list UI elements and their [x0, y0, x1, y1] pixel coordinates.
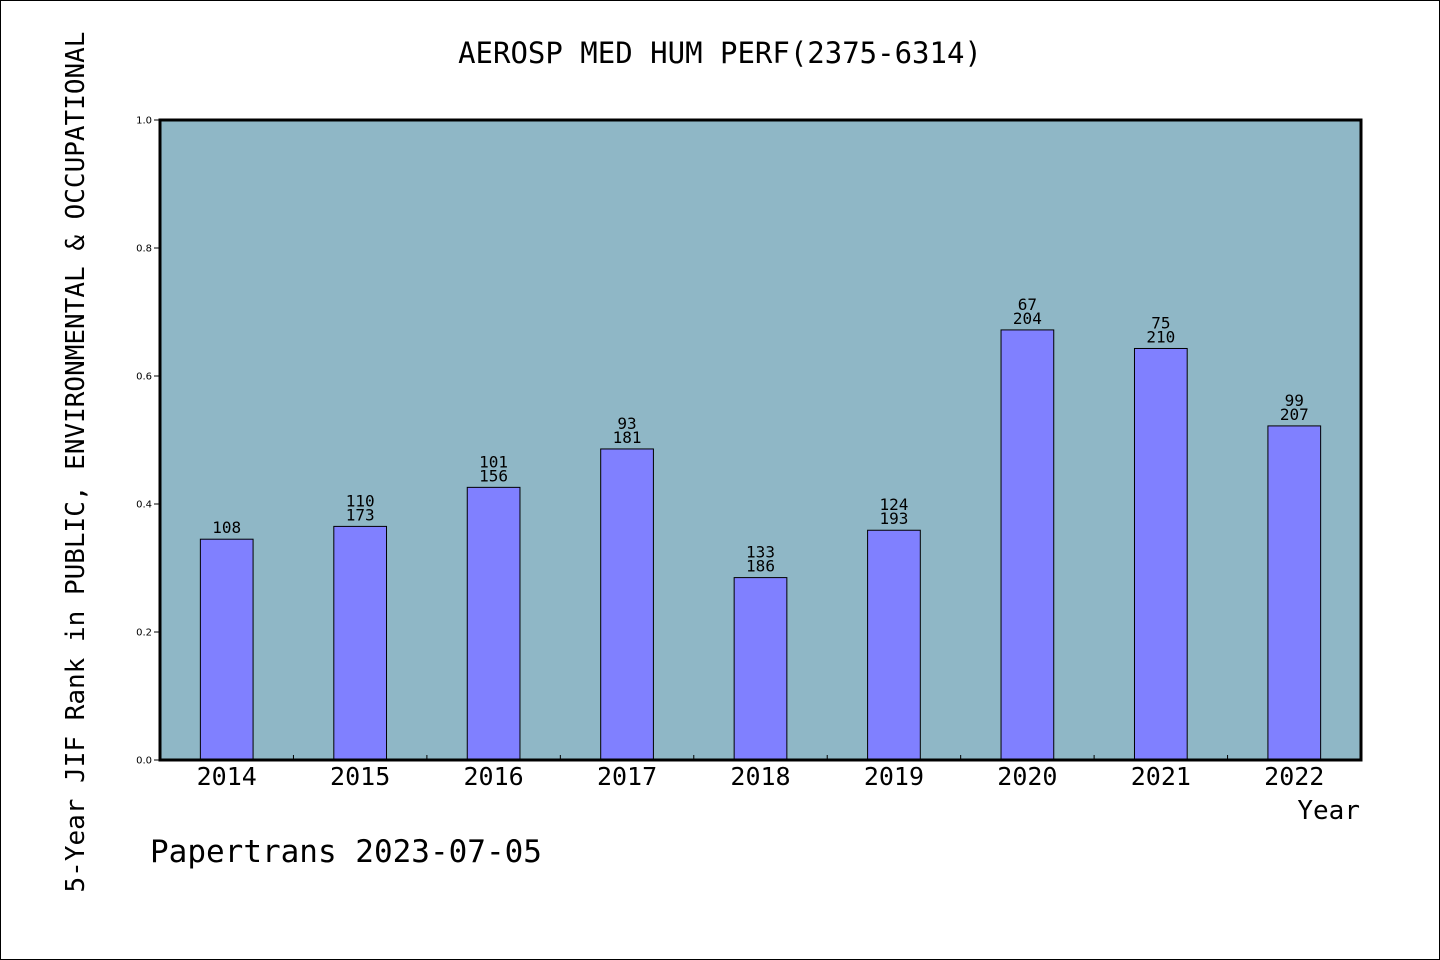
bar-2014: [199, 538, 254, 761]
x-tick-label: 2020: [997, 762, 1057, 791]
bar-value-label: 101: [479, 452, 508, 471]
bar-value-label: 207: [1280, 405, 1309, 424]
bar-value-label: 133: [746, 543, 775, 562]
x-tick-label: 2022: [1264, 762, 1324, 791]
y-tick-label: 1.0: [136, 116, 152, 127]
bar-2019: [867, 529, 921, 761]
x-tick-label: 2019: [864, 762, 924, 791]
x-axis-label: Year: [1297, 796, 1360, 826]
watermark-text: Papertrans 2023-07-05: [150, 834, 542, 870]
x-tick-label: 2014: [197, 762, 257, 791]
bar-value-label: 173: [346, 505, 375, 524]
bar-value-label: 210: [1146, 327, 1175, 346]
bar-value-label: 181: [613, 428, 642, 447]
bar-value-label: 110: [346, 491, 375, 510]
bar-value-label: 193: [879, 509, 908, 528]
bar-value-label: 99: [1285, 391, 1304, 410]
x-tick-label: 2021: [1131, 762, 1191, 791]
bar-value-label: 67: [1018, 295, 1037, 314]
chart-title: AEROSP MED HUM PERF(2375-6314): [458, 36, 982, 70]
bar-value-label: 124: [879, 495, 908, 514]
x-tick-label: 2015: [330, 762, 390, 791]
bar-2022: [1267, 425, 1322, 761]
y-tick-label: 0.8: [136, 244, 152, 255]
bar-value-label: 156: [479, 466, 508, 485]
y-tick-label: 0.2: [136, 628, 152, 639]
bar-value-label: 186: [746, 557, 775, 576]
bar-2016: [466, 486, 521, 761]
y-tick-label: 0.4: [136, 500, 152, 511]
bar-2021: [1133, 347, 1188, 761]
plot-border: [158, 118, 1363, 762]
bar-2017: [600, 448, 654, 761]
bar-2015: [333, 525, 388, 761]
bar-value-label: 93: [617, 414, 636, 433]
bar-2018: [733, 577, 788, 761]
y-tick-label: 0.6: [136, 372, 152, 383]
bar-2020: [1000, 329, 1055, 761]
x-tick-label: 2016: [464, 762, 524, 791]
bar-value-label: 204: [1013, 309, 1042, 328]
bar-value-label: 108: [212, 518, 241, 537]
x-tick-label: 2017: [597, 762, 657, 791]
y-tick-label: 0.0: [136, 756, 152, 767]
x-tick-label: 2018: [730, 762, 790, 791]
bar-value-label: 75: [1151, 313, 1170, 332]
